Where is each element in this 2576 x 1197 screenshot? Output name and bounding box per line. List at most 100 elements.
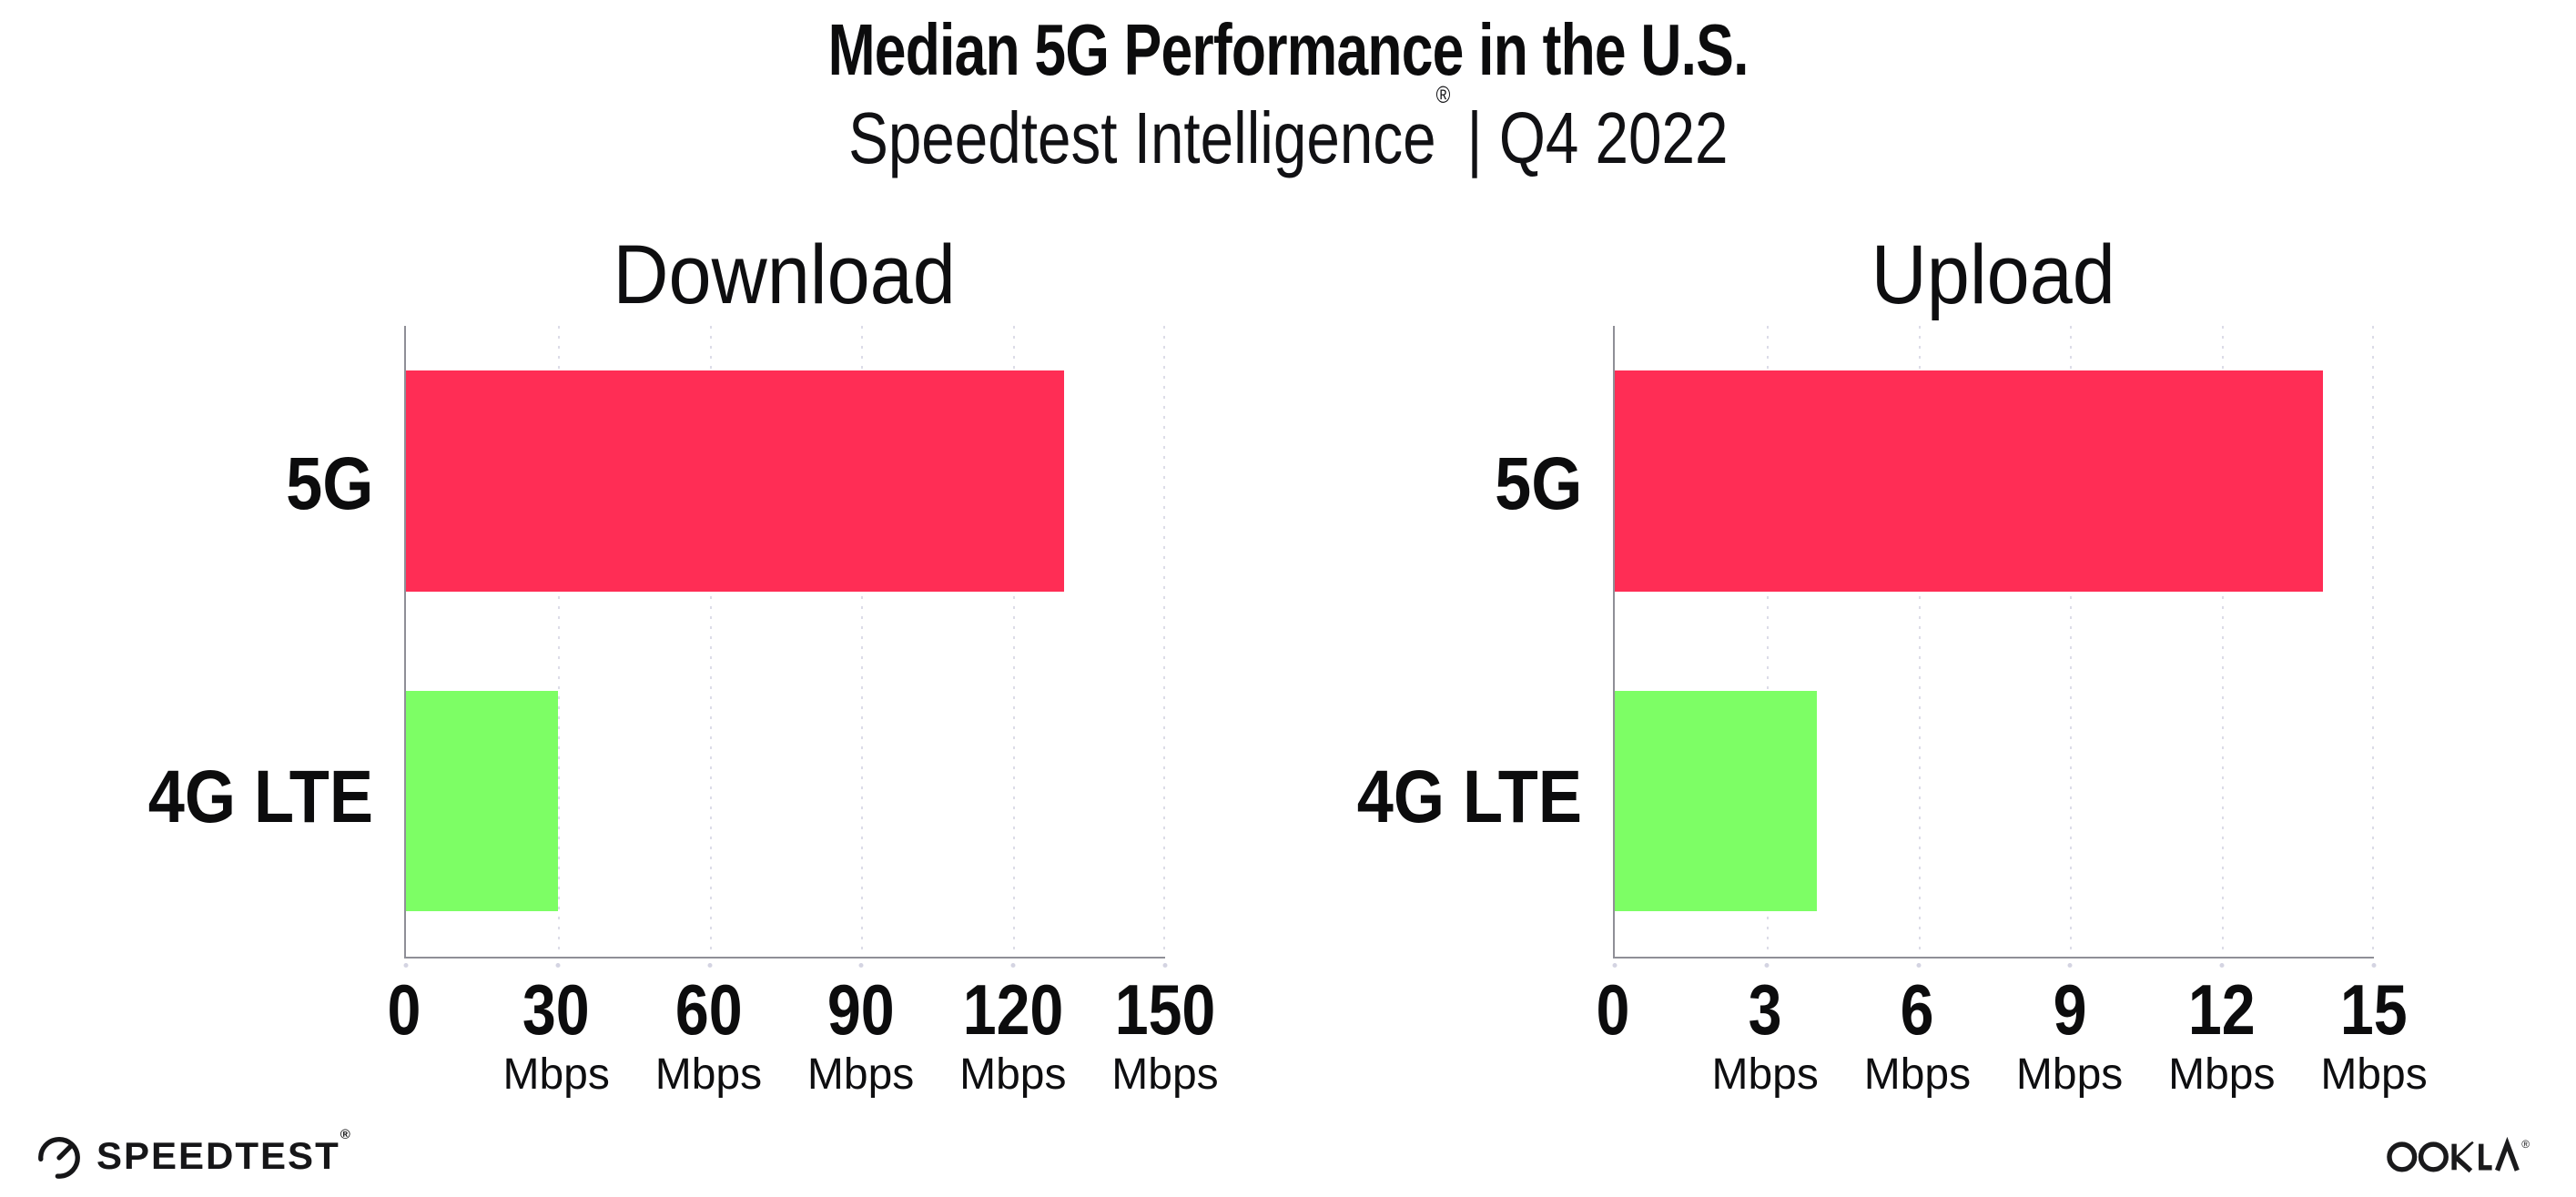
x-tick-unit: Mbps <box>2168 1050 2276 1099</box>
x-tick-value-text: 12 <box>2187 969 2256 1050</box>
download-chart-title: Download <box>404 233 1165 326</box>
gridline <box>1163 326 1165 957</box>
upload-category-axis: 5G 4G LTE <box>1357 326 1613 959</box>
x-tick-label: 3 Mbps <box>1711 969 1819 1100</box>
x-tick-value: 30 <box>503 969 610 1050</box>
bar-5g-upload <box>1615 370 2324 592</box>
axis-tick <box>2067 963 2073 968</box>
x-tick-unit: Mbps <box>2015 1050 2124 1099</box>
bar-4g-lte-download <box>406 690 558 912</box>
x-tick-value-text: 120 <box>962 969 1064 1050</box>
registered-mark: ® <box>1435 80 1451 108</box>
x-tick-value-text: 6 <box>1900 969 1934 1050</box>
upload-chart: Upload 5G 4G LTE 0 3 Mbps <box>1357 0 2428 1120</box>
gridline <box>1918 326 1921 957</box>
axis-tick <box>858 963 864 968</box>
gridline <box>557 326 560 957</box>
x-tick-value-text: 150 <box>1114 969 1216 1050</box>
page-title: Median 5G Performance in the U.S. <box>0 9 2576 91</box>
x-tick-label: 150 Mbps <box>1106 969 1224 1100</box>
x-tick-value: 0 <box>1593 969 1632 1050</box>
x-tick-unit: Mbps <box>1863 1050 1972 1099</box>
gridline <box>2070 326 2073 957</box>
speedtest-registered-mark: ® <box>340 1127 350 1142</box>
speedtest-gauge-icon <box>38 1137 80 1179</box>
category-label-5g: 5G <box>1483 441 1582 525</box>
x-tick-value-text: 0 <box>387 969 421 1050</box>
gridline <box>709 326 712 957</box>
x-tick-label: 0 <box>1593 969 1632 1050</box>
upload-x-axis-labels: 0 3 Mbps 6 Mbps 9 Mbps 12 Mbps 15 Mbps <box>1597 969 2428 1164</box>
x-tick-value-text: 15 <box>2340 969 2408 1050</box>
category-label-4g-lte-text: 4G LTE <box>1356 755 1582 838</box>
x-tick-value-text: 0 <box>1596 969 1630 1050</box>
gridline <box>861 326 864 957</box>
axis-tick <box>2219 963 2225 968</box>
x-tick-value: 90 <box>807 969 914 1050</box>
x-tick-label: 30 Mbps <box>502 969 610 1100</box>
download-plot-area <box>403 326 1168 968</box>
ookla-logo: ® <box>2387 1132 2540 1179</box>
x-tick-value: 120 <box>954 969 1072 1050</box>
x-tick-unit: Mbps <box>1711 1050 1819 1099</box>
upload-chart-title-text: Upload <box>1871 228 2116 321</box>
header: Median 5G Performance in the U.S. Speedt… <box>0 9 2576 180</box>
gridline <box>2372 326 2374 957</box>
category-label-5g-text: 5G <box>285 441 373 525</box>
gridline <box>1013 326 1016 957</box>
download-x-axis-labels: 0 30 Mbps 60 Mbps 90 Mbps 120 Mbps 150 M… <box>388 969 1219 1164</box>
x-tick-value: 6 <box>1864 969 1971 1050</box>
x-tick-unit: Mbps <box>806 1050 915 1099</box>
page-title-text: Median 5G Performance in the U.S. <box>827 9 1749 90</box>
x-tick-unit: Mbps <box>502 1050 610 1099</box>
x-tick-value-text: 90 <box>827 969 895 1050</box>
x-tick-unit: Mbps <box>1111 1050 1219 1099</box>
category-label-4g-lte-text: 4G LTE <box>147 755 373 838</box>
bar-4g-lte-upload <box>1615 690 1818 912</box>
gridline <box>2222 326 2225 957</box>
x-tick-value-text: 30 <box>522 969 591 1050</box>
x-tick-label: 12 Mbps <box>2168 969 2276 1100</box>
x-tick-label: 0 <box>384 969 423 1050</box>
page-subtitle: Speedtest Intelligence® | Q4 2022 <box>0 81 2576 180</box>
x-tick-value-text: 3 <box>1748 969 1782 1050</box>
x-tick-unit: Mbps <box>959 1050 1067 1099</box>
x-tick-value: 150 <box>1106 969 1224 1050</box>
axis-tick <box>403 963 409 968</box>
x-tick-label: 9 Mbps <box>2015 969 2124 1100</box>
speedtest-wordmark-text: SPEEDTEST <box>96 1134 340 1177</box>
x-tick-value-text: 9 <box>2053 969 2087 1050</box>
axis-tick <box>1162 963 1168 968</box>
speedtest-wordmark: SPEEDTEST® <box>96 1127 350 1178</box>
page-subtitle-text: Speedtest Intelligence® | Q4 2022 <box>847 81 1729 180</box>
subtitle-period: | Q4 2022 <box>1450 96 1729 178</box>
category-label-4g-lte: 4G LTE <box>117 755 373 838</box>
x-tick-value: 15 <box>2320 969 2427 1050</box>
ookla-registered-mark: ® <box>2521 1138 2530 1151</box>
download-chart: Download 5G 4G LTE 0 30 Mbps <box>148 0 1219 1120</box>
x-tick-unit: Mbps <box>654 1050 763 1099</box>
x-tick-value-text: 60 <box>674 969 743 1050</box>
category-label-5g-text: 5G <box>1494 441 1582 525</box>
x-tick-value: 3 <box>1712 969 1819 1050</box>
x-tick-unit: Mbps <box>2320 1050 2428 1099</box>
x-tick-label: 90 Mbps <box>806 969 915 1100</box>
download-category-axis: 5G 4G LTE <box>148 326 404 959</box>
subtitle-brand: Speedtest Intelligence <box>847 96 1436 178</box>
axis-tick <box>1764 963 1770 968</box>
x-tick-value: 0 <box>384 969 423 1050</box>
x-tick-value: 9 <box>2016 969 2123 1050</box>
axis-tick <box>555 963 561 968</box>
axis-tick <box>1612 963 1618 968</box>
bar-5g-download <box>406 370 1064 592</box>
category-label-5g: 5G <box>274 441 373 525</box>
upload-chart-title: Upload <box>1613 233 2374 326</box>
x-tick-value: 60 <box>655 969 762 1050</box>
gridline <box>1766 326 1769 957</box>
axis-tick <box>1916 963 1922 968</box>
axis-tick <box>1010 963 1016 968</box>
x-tick-label: 6 Mbps <box>1863 969 1972 1100</box>
x-tick-label: 60 Mbps <box>654 969 763 1100</box>
category-label-4g-lte: 4G LTE <box>1326 755 1582 838</box>
